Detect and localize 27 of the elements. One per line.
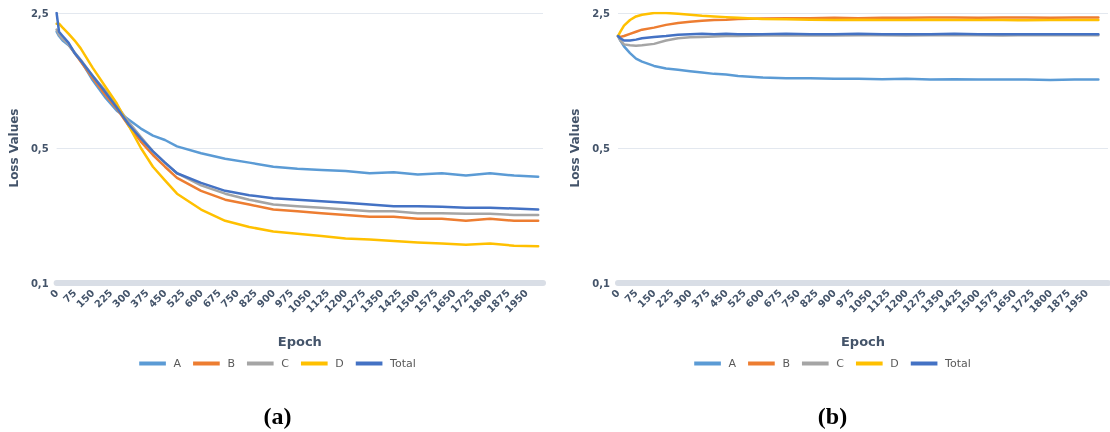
legend-label: B — [782, 357, 790, 370]
legend-label: C — [836, 357, 845, 370]
y-tick-label: 0,5 — [30, 142, 49, 154]
legend-label: C — [281, 357, 290, 370]
y-tick-label: 0,5 — [592, 142, 611, 154]
y-tick-label: 0,1 — [30, 277, 49, 289]
legend-label: Total — [944, 357, 971, 370]
line-series — [616, 32, 1100, 42]
legend-label: Total — [389, 357, 416, 370]
legend-label: D — [335, 357, 344, 370]
legend-label: B — [227, 357, 235, 370]
x-tick-label: 0 — [47, 287, 61, 300]
y-tick-label: 2,5 — [592, 7, 611, 19]
legend-label: D — [890, 357, 899, 370]
x-axis-title: Epoch — [840, 334, 886, 349]
x-axis-title: Epoch — [277, 334, 322, 349]
y-tick-label: 2,5 — [30, 7, 49, 19]
x-tick-label: 0 — [609, 287, 622, 300]
y-tick-label: 0,1 — [592, 277, 611, 289]
y-axis-title: Loss Values — [568, 108, 583, 188]
line-series — [55, 22, 540, 248]
text: (a) — [263, 403, 292, 429]
line-series — [616, 11, 1100, 38]
legend-label: A — [728, 357, 737, 370]
legend-label: A — [173, 357, 182, 370]
y-axis-title: Loss Values — [7, 108, 21, 188]
text: (b) — [817, 403, 848, 429]
